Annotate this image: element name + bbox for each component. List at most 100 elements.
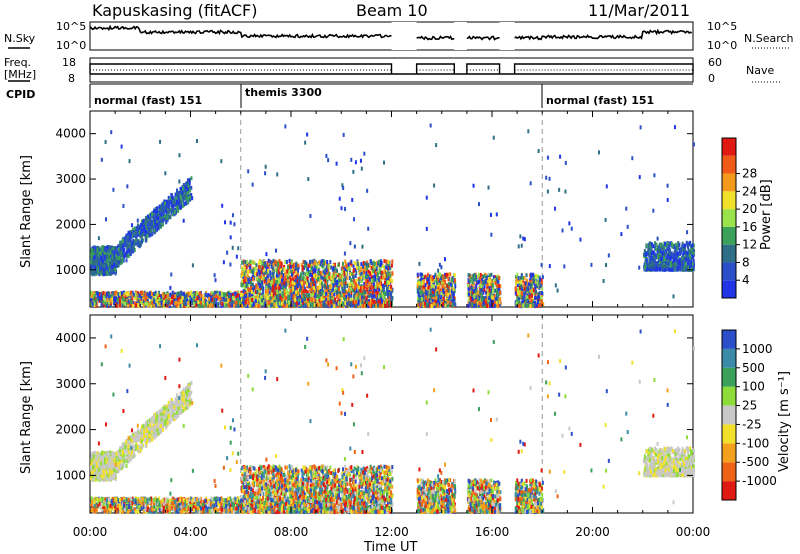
- power-scatter-point: [236, 303, 239, 308]
- power-scatter-point: [192, 299, 195, 304]
- power-scatter-point: [154, 298, 157, 303]
- power-scatter-point: [167, 213, 170, 218]
- power-scatter-point: [93, 294, 96, 299]
- power-scatter-point: [317, 270, 320, 275]
- power-scatter-point: [146, 219, 149, 224]
- power-scatter-point: [106, 268, 109, 273]
- power-scatter-point: [146, 217, 149, 222]
- power-scatter-point: [115, 301, 118, 306]
- power-scatter-point: [336, 268, 339, 273]
- power-scatter-point: [290, 260, 293, 265]
- power-scatter-point: [101, 299, 104, 304]
- power-scatter-point: [151, 212, 154, 217]
- power-scatter-point: [102, 302, 105, 307]
- power-scatter-point: [324, 303, 327, 308]
- power-scatter-point: [176, 205, 179, 210]
- power-scatter-point: [91, 291, 94, 296]
- power-scatter-point: [341, 286, 344, 291]
- power-scatter-point: [354, 273, 357, 278]
- power-scatter-point: [346, 284, 349, 289]
- power-scatter-point: [343, 289, 346, 294]
- power-scatter-point: [115, 246, 118, 251]
- power-scatter-point: [259, 294, 262, 299]
- power-scatter-point: [375, 304, 378, 309]
- power-scatter-point: [289, 278, 292, 283]
- power-scatter-point: [222, 297, 225, 302]
- power-scatter-point: [175, 209, 178, 214]
- power-scatter-point: [105, 292, 108, 297]
- power-scatter-point: [112, 247, 115, 252]
- power-scatter-point: [96, 269, 99, 274]
- power-scatter-point: [387, 260, 390, 265]
- power-scatter-point: [232, 303, 235, 308]
- power-scatter-point: [98, 272, 101, 277]
- power-scatter-point: [144, 227, 147, 232]
- power-scatter-point: [173, 212, 176, 217]
- power-scatter-point: [280, 274, 283, 279]
- power-scatter-point: [231, 303, 234, 308]
- power-scatter-point: [165, 220, 168, 225]
- power-scatter-point: [225, 292, 228, 297]
- power-scatter-point: [121, 258, 124, 263]
- power-scatter-point: [370, 266, 373, 271]
- power-scatter-point: [133, 301, 136, 306]
- power-scatter-point: [104, 257, 107, 262]
- power-scatter-point: [205, 303, 208, 308]
- power-scatter-point: [243, 279, 246, 284]
- power-scatter-point: [131, 245, 134, 250]
- power-scatter-point: [276, 297, 279, 302]
- power-scatter-point: [267, 300, 270, 305]
- power-scatter-point: [91, 262, 94, 267]
- power-scatter-point: [260, 259, 263, 264]
- power-scatter-point: [182, 193, 185, 198]
- power-scatter-point: [108, 267, 111, 272]
- power-scatter-point: [174, 192, 177, 197]
- power-scatter-point: [140, 296, 143, 301]
- power-scatter-point: [188, 177, 191, 182]
- power-scatter-point: [218, 291, 221, 296]
- power-scatter-point: [157, 290, 160, 295]
- power-scatter-point: [329, 284, 332, 289]
- power-scatter-point: [290, 294, 293, 299]
- nsky-gap: [391, 22, 417, 50]
- power-scatter-point: [118, 292, 121, 297]
- power-scatter-point: [285, 296, 288, 301]
- power-scatter-point: [184, 196, 187, 201]
- power-scatter-point: [358, 278, 361, 283]
- power-scatter-point: [149, 225, 152, 230]
- power-scatter-point: [198, 291, 201, 296]
- power-scatter-point: [345, 264, 348, 269]
- power-scatter-point: [237, 299, 240, 304]
- power-scatter-point: [352, 275, 355, 280]
- power-scatter-point: [373, 261, 376, 266]
- power-scatter-point: [155, 297, 158, 302]
- power-scatter-point: [386, 271, 389, 276]
- power-scatter-point: [357, 300, 360, 305]
- power-scatter-point: [136, 291, 139, 296]
- power-scatter-point: [133, 240, 136, 245]
- power-scatter-point: [182, 196, 185, 201]
- power-scatter-point: [301, 267, 304, 272]
- beam-title: Beam 10: [356, 1, 428, 20]
- power-scatter-point: [343, 283, 346, 288]
- power-scatter-point: [346, 276, 349, 281]
- power-scatter-point: [352, 269, 355, 274]
- power-scatter-point: [165, 202, 168, 207]
- freq-unit: [MHz]: [4, 68, 36, 81]
- power-scatter-point: [185, 185, 188, 190]
- power-scatter-point: [221, 293, 224, 298]
- power-scatter-point: [297, 297, 300, 302]
- power-scatter-point: [244, 275, 247, 280]
- power-scatter-point: [128, 235, 131, 240]
- power-scatter-point: [344, 300, 347, 305]
- power-scatter-point: [146, 292, 149, 297]
- power-scatter-point: [347, 288, 350, 293]
- power-scatter-point: [106, 271, 109, 276]
- power-scatter-point: [184, 297, 187, 302]
- power-scatter-point: [111, 260, 114, 265]
- power-scatter-point: [172, 196, 175, 201]
- power-scatter-point: [90, 260, 93, 265]
- power-scatter-point: [195, 303, 198, 308]
- power-scatter-point: [94, 259, 97, 264]
- power-scatter-point: [294, 286, 297, 291]
